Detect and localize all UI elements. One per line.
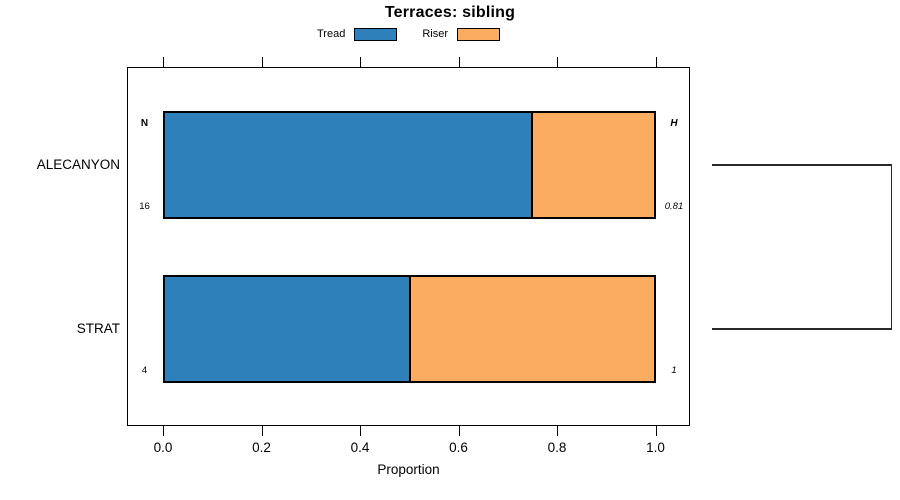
x-tick-label: 0.0: [153, 440, 173, 455]
dendrogram-join: [890, 165, 892, 329]
legend-label: Tread: [317, 28, 346, 40]
x-tick-label: 1.0: [646, 440, 665, 455]
x-tick-bottom: [557, 426, 559, 436]
bar-segment-riser: [531, 113, 654, 217]
n-value: 16: [139, 201, 150, 212]
x-tick-bottom: [163, 426, 165, 436]
x-tick-top: [655, 57, 657, 67]
h-value: 0.81: [664, 201, 684, 212]
bar-alecanyon: [163, 111, 656, 219]
dendrogram-branch-top: [712, 164, 892, 166]
legend: Tread Riser: [127, 25, 690, 43]
category-label-alecanyon: ALECANYON: [36, 157, 120, 172]
n-column-header: N: [140, 118, 149, 129]
bar-segment-tread: [165, 113, 532, 217]
category-label-strat: STRAT: [76, 321, 120, 336]
bar-strat: [163, 275, 656, 383]
legend-item-riser: Riser: [422, 27, 500, 41]
h-column-header: H: [670, 118, 678, 129]
x-tick-bottom: [360, 426, 362, 436]
legend-swatch-riser: [457, 27, 500, 41]
legend-swatch-tread: [354, 27, 398, 41]
x-tick-label: 0.2: [252, 440, 271, 455]
x-tick-top: [261, 57, 263, 67]
n-value: 4: [141, 365, 148, 376]
dendrogram-branch-bottom: [712, 328, 892, 330]
h-value: 1: [671, 365, 677, 376]
x-tick-label: 0.4: [350, 440, 370, 455]
x-axis-label: Proportion: [377, 462, 440, 477]
plot-area: [127, 67, 690, 426]
legend-label: Riser: [422, 28, 448, 40]
x-tick-label: 0.6: [449, 440, 468, 455]
x-tick-top: [557, 57, 559, 67]
x-tick-bottom: [655, 426, 657, 436]
x-tick-top: [163, 57, 165, 67]
x-tick-bottom: [458, 426, 460, 436]
bar-segment-riser: [409, 277, 654, 381]
x-tick-bottom: [261, 426, 263, 436]
legend-item-tread: Tread: [317, 27, 398, 41]
x-tick-top: [458, 57, 460, 67]
bar-segment-tread: [165, 277, 410, 381]
chart-title: Terraces: sibling: [384, 4, 516, 21]
x-tick-label: 0.8: [547, 440, 567, 455]
x-tick-top: [360, 57, 362, 67]
